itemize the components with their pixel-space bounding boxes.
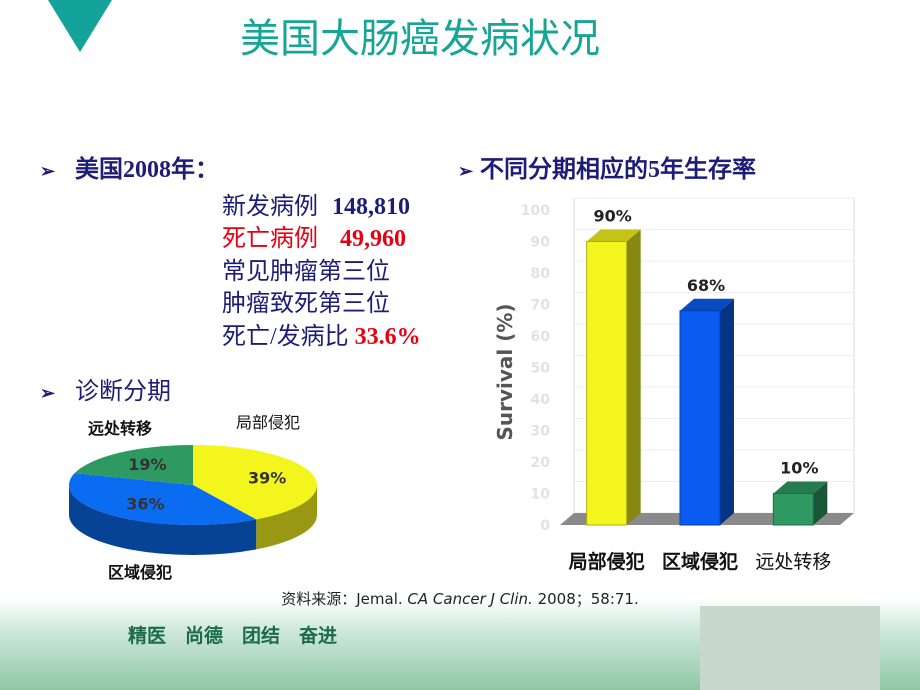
y-tick-label: 70 [531, 298, 551, 314]
corner-triangle [48, 0, 112, 52]
y-tick-label: 10 [531, 487, 551, 503]
bar-value-label: 10% [780, 459, 818, 478]
y-tick-label: 80 [531, 266, 551, 282]
pie-category-label: 区域侵犯 [108, 563, 172, 582]
y-tick-label: 50 [531, 361, 551, 377]
stat-value: 33.6% [355, 324, 421, 350]
stat-label: 死亡/发病比 [222, 323, 349, 350]
pie-category-label: 局部侵犯 [236, 413, 300, 432]
bar [772, 493, 814, 526]
bullet: ➢ [40, 383, 56, 403]
pie-slice [74, 445, 193, 485]
bar [586, 241, 628, 526]
pie-side [256, 485, 317, 550]
bar-top [773, 481, 828, 494]
x-tick-label: 区域侵犯 [662, 550, 738, 573]
pie-category-label: 远处转移 [88, 419, 152, 438]
bar-side [626, 229, 641, 525]
source: 资料来源：Jemal. CA Cancer J Clin. 2008；58:71… [281, 590, 639, 608]
bar-title: 不同分期相应的5年生存率 [480, 155, 756, 183]
bar-value-label: 68% [687, 276, 725, 295]
stats-line: 肿瘤致死第三位 [222, 290, 390, 317]
y-tick-label: 30 [531, 424, 551, 440]
bar-side [720, 298, 734, 525]
slogan: 精医 尚德 团结 奋进 [128, 624, 337, 647]
bullet: ➢ [458, 161, 474, 181]
pie-value-label: 36% [126, 494, 164, 513]
stat-value: 148,810 [332, 194, 410, 220]
pie-slice [193, 445, 318, 520]
staging-heading: 诊断分期 [75, 378, 171, 405]
y-tick-label: 100 [521, 203, 550, 219]
y-tick-label: 0 [540, 518, 550, 534]
y-tick-label: 90 [531, 235, 551, 251]
pie-value-label: 19% [128, 455, 166, 474]
stats-line: 新发病例 148,810 [222, 193, 410, 220]
hospital-image [700, 606, 880, 690]
bar-side [813, 481, 828, 525]
slide-title: 美国大肠癌发病状况 [240, 16, 600, 62]
y-axis-label: Survival (%) [493, 303, 517, 440]
source-journal: CA Cancer J Clin. [407, 590, 532, 608]
stats-line: 死亡病例 49,960 [222, 225, 406, 252]
source-prefix: 资料来源：Jemal. [281, 590, 407, 608]
stat-label: 死亡病例 [222, 225, 318, 252]
stats-line: 死亡/发病比 33.6% [222, 323, 421, 350]
stats-heading: 美国2008年： [75, 155, 219, 183]
pie-value-label: 39% [248, 468, 286, 487]
y-tick-label: 20 [531, 455, 551, 471]
bullet: ➢ [40, 161, 56, 181]
stat-value: 49,960 [340, 226, 406, 252]
stats-line: 常见肿瘤第三位 [222, 258, 390, 285]
pie-slice [69, 473, 257, 525]
pie-side [68, 485, 257, 555]
source-suffix: 2008；58:71. [533, 590, 639, 608]
bar-top [586, 229, 641, 242]
stat-label: 新发病例 [222, 193, 318, 220]
bar-value-label: 90% [594, 207, 632, 226]
x-tick-label: 远处转移 [755, 551, 831, 573]
bar [679, 310, 721, 526]
y-tick-label: 40 [531, 392, 551, 408]
y-tick-label: 60 [531, 329, 551, 345]
x-tick-label: 局部侵犯 [569, 550, 645, 573]
bar-top [680, 298, 734, 311]
